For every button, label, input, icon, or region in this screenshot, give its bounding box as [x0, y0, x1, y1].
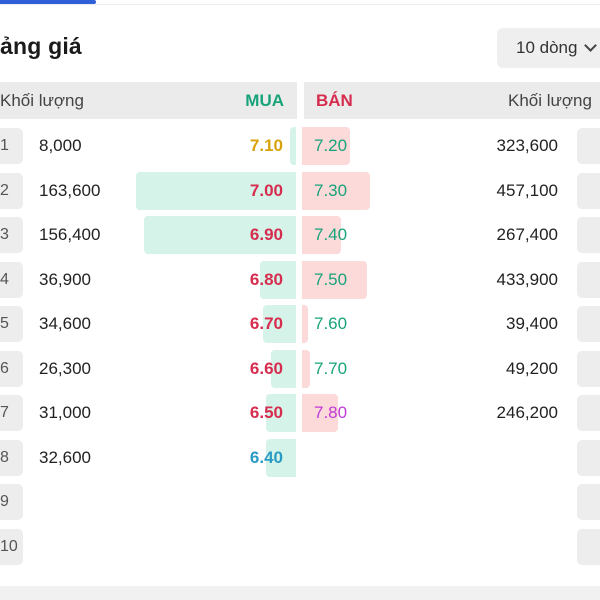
buy-price[interactable]: 6.50: [249, 403, 283, 422]
row-index[interactable]: 5: [0, 306, 23, 342]
buy-header-background: [0, 82, 297, 119]
buy-volume: 34,600: [39, 314, 91, 333]
buy-volume: 32,600: [39, 447, 91, 467]
row-action-button[interactable]: [577, 350, 600, 387]
row-action-button[interactable]: [577, 261, 600, 298]
row-action-button[interactable]: [577, 484, 600, 520]
order-row: 2 163,600 7.00 7.30 457,100: [0, 169, 600, 214]
buy-depth-bar: [263, 305, 296, 343]
buy-depth-bar: [266, 438, 296, 477]
row-action-button[interactable]: [577, 439, 600, 476]
buy-volume: 8,000: [39, 136, 82, 155]
row-action-button[interactable]: [577, 528, 600, 565]
active-tab-indicator: [0, 0, 96, 4]
buy-volume: 26,300: [39, 358, 91, 378]
buy-depth-bar: [260, 260, 296, 299]
order-row: 7 31,000 6.50 7.80 246,200: [0, 391, 600, 436]
sell-volume: 323,600: [496, 136, 558, 155]
sell-price[interactable]: 7.30: [314, 180, 348, 200]
sell-price[interactable]: 7.40: [314, 225, 348, 244]
buy-depth-bar: [290, 127, 296, 165]
sell-volume: 457,100: [496, 180, 558, 200]
buy-volume: 36,900: [39, 269, 91, 289]
sell-depth-bar: [302, 171, 370, 210]
row-index[interactable]: 10: [0, 528, 23, 565]
buy-depth-bar: [266, 394, 296, 432]
sell-header-background: [304, 82, 600, 119]
sell-depth-bar: [302, 216, 341, 254]
row-index[interactable]: 4: [0, 261, 23, 298]
rows-count-select[interactable]: 10 dòng: [497, 28, 600, 68]
top-divider: [0, 4, 600, 5]
order-row: 6 26,300 6.60 7.70 49,200: [0, 347, 600, 392]
row-action-button[interactable]: [577, 217, 600, 253]
buy-price[interactable]: 7.10: [249, 136, 283, 155]
sell-depth-bar: [302, 305, 308, 343]
sell-depth-bar: [302, 127, 350, 165]
buy-depth-bar: [144, 216, 296, 254]
order-row: 3 156,400 6.90 7.40 267,400: [0, 213, 600, 258]
order-row: 4 36,900 6.80 7.50 433,900: [0, 258, 600, 303]
sell-price[interactable]: 7.80: [314, 403, 348, 422]
rows-count-label: 10 dòng: [516, 38, 578, 57]
sell-depth-bar: [302, 349, 310, 388]
row-index[interactable]: 9: [0, 484, 23, 520]
sell-volume: 267,400: [496, 225, 558, 244]
chevron-down-icon: [584, 38, 598, 52]
order-row: 1 8,000 7.10 7.20 323,600: [0, 124, 600, 169]
order-row: 9: [0, 480, 600, 525]
sell-header: BÁN: [316, 91, 353, 110]
buy-volume-header: Khối lượng: [0, 91, 84, 110]
buy-price[interactable]: 6.80: [249, 269, 283, 289]
sell-depth-bar: [302, 394, 338, 432]
row-action-button[interactable]: [577, 306, 600, 342]
sell-price[interactable]: 7.60: [314, 314, 348, 333]
row-index[interactable]: 1: [0, 128, 23, 164]
buy-price[interactable]: 6.90: [249, 225, 283, 244]
sell-price[interactable]: 7.20: [314, 136, 348, 155]
row-action-button[interactable]: [577, 172, 600, 209]
buy-price[interactable]: 6.70: [249, 314, 283, 333]
row-index[interactable]: 6: [0, 350, 23, 387]
page-title: ảng giá: [0, 33, 82, 59]
order-row: 10: [0, 525, 600, 570]
bottom-panel-edge: [0, 586, 600, 600]
order-book-table: 1 8,000 7.10 7.20 323,600 2 163,600 7.00 7.30 457…: [0, 124, 600, 569]
sell-volume-header: Khối lượng: [508, 91, 592, 110]
row-index[interactable]: 8: [0, 439, 23, 476]
buy-volume: 156,400: [39, 225, 101, 244]
sell-volume: 246,200: [496, 403, 558, 422]
row-index[interactable]: 7: [0, 395, 23, 431]
buy-price[interactable]: 6.40: [249, 447, 283, 467]
row-index[interactable]: 3: [0, 217, 23, 253]
row-index[interactable]: 2: [0, 172, 23, 209]
row-action-button[interactable]: [577, 395, 600, 431]
order-row: 5 34,600 6.70 7.60 39,400: [0, 302, 600, 347]
sell-volume: 39,400: [506, 314, 558, 333]
row-action-button[interactable]: [577, 128, 600, 164]
sell-price[interactable]: 7.70: [314, 358, 348, 378]
buy-volume: 163,600: [39, 180, 101, 200]
sell-volume: 49,200: [506, 358, 558, 378]
buy-depth-bar: [136, 171, 296, 210]
order-row: 8 32,600 6.40: [0, 436, 600, 481]
buy-header: MUA: [245, 91, 284, 110]
buy-depth-bar: [271, 349, 296, 388]
sell-price[interactable]: 7.50: [314, 269, 348, 289]
buy-price[interactable]: 6.60: [249, 358, 283, 378]
order-book-header: Khối lượng MUA BÁN Khối lượng: [0, 82, 600, 119]
buy-volume: 31,000: [39, 403, 91, 422]
buy-price[interactable]: 7.00: [249, 180, 283, 200]
sell-depth-bar: [302, 260, 367, 299]
sell-volume: 433,900: [496, 269, 558, 289]
